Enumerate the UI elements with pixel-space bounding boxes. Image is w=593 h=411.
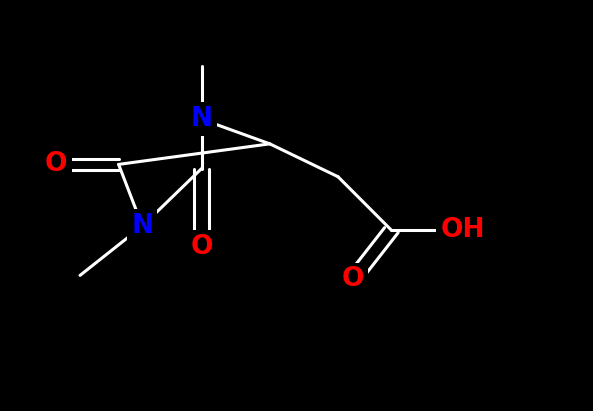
- Text: O: O: [342, 266, 364, 293]
- Text: OH: OH: [440, 217, 485, 243]
- Text: O: O: [190, 233, 213, 260]
- Text: N: N: [131, 213, 154, 239]
- Text: O: O: [45, 151, 68, 178]
- Text: N: N: [190, 106, 213, 132]
